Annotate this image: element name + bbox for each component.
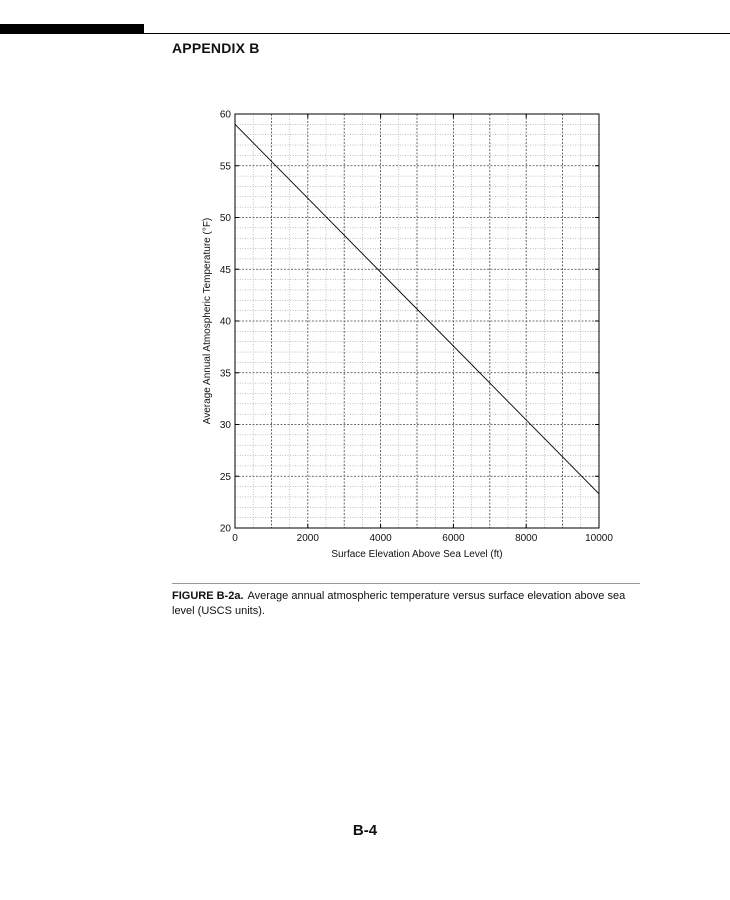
y-tick-label: 40 [220,317,232,328]
y-tick-label: 55 [220,161,232,172]
chart: 0 2000 4000 6000 8000 10000 20 25 30 35 40 45 50 55 6… [202,110,613,561]
x-tick-label: 6000 [442,533,465,544]
caption-rule [172,583,640,584]
x-tick-label: 10000 [585,533,613,544]
y-tick-label: 50 [220,213,232,224]
section-title: APPENDIX B [172,40,260,56]
y-tick-label: 35 [220,368,232,379]
x-tick-labels: 0 2000 4000 6000 8000 10000 [232,533,613,544]
caption-text: Average annual atmospheric temperature v… [172,590,626,617]
data-series [234,124,600,495]
x-axis-label: Surface Elevation Above Sea Level (ft) [331,549,502,560]
major-grid [235,114,599,528]
y-tick-label: 30 [220,420,232,431]
page-number: B-4 [352,822,378,839]
y-tick-labels: 20 25 30 35 40 45 50 55 60 [220,110,232,535]
minor-grid [235,114,599,528]
figure-caption: FIGURE B-2a. Average annual atmospheric t… [172,589,642,619]
y-axis-label: Average Annual Atmospheric Temperature (… [202,218,213,425]
y-tick-label: 60 [220,110,232,121]
caption-label: FIGURE B-2a. [172,590,244,602]
x-tick-label: 2000 [297,533,320,544]
tick-marks [234,113,600,529]
header-bar [0,24,144,34]
x-tick-label: 8000 [515,533,538,544]
header-rule [144,33,730,34]
x-tick-label: 0 [232,533,238,544]
y-tick-label: 20 [220,524,232,535]
x-tick-label: 4000 [369,533,392,544]
series-line [234,124,600,495]
y-tick-label: 45 [220,265,232,276]
y-tick-label: 25 [220,472,232,483]
